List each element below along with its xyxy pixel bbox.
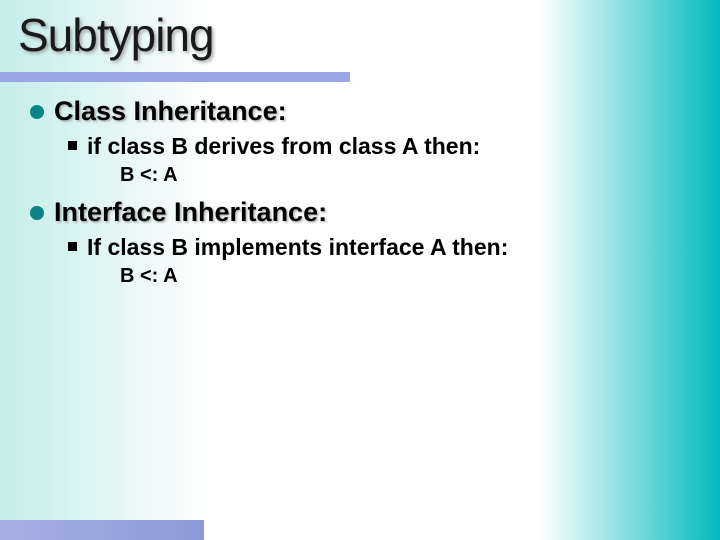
list-item: B <: A bbox=[120, 265, 690, 288]
bullet-circle-icon bbox=[30, 105, 44, 119]
bullet-square-icon bbox=[68, 141, 77, 150]
list-item: Interface Inheritance: bbox=[30, 197, 690, 228]
l3-text: B <: A bbox=[120, 164, 690, 187]
title-underline bbox=[0, 72, 350, 82]
l2-text: If class B implements interface A then: bbox=[87, 234, 508, 261]
list-item: Class Inheritance: bbox=[30, 96, 690, 127]
l1-text: Interface Inheritance: bbox=[54, 197, 327, 228]
bullet-square-icon bbox=[68, 242, 77, 251]
l2-text: if class B derives from class A then: bbox=[87, 133, 480, 160]
footer-accent-bar bbox=[0, 520, 204, 540]
l3-text: B <: A bbox=[120, 265, 690, 288]
bullet-circle-icon bbox=[30, 206, 44, 220]
list-item: B <: A bbox=[120, 164, 690, 187]
content-area: Class Inheritance: if class B derives fr… bbox=[30, 96, 690, 298]
title-area: Subtyping bbox=[0, 0, 720, 62]
l1-text: Class Inheritance: bbox=[54, 96, 287, 127]
list-item: if class B derives from class A then: bbox=[68, 133, 690, 160]
list-item: If class B implements interface A then: bbox=[68, 234, 690, 261]
slide-title: Subtyping bbox=[18, 8, 720, 62]
